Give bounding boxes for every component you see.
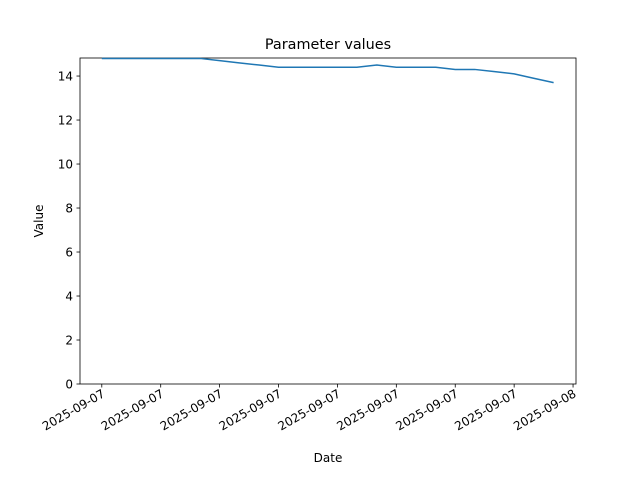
x-tick-label: 2025-09-07: [452, 386, 519, 433]
y-tick-label: 14: [58, 70, 73, 84]
y-tick-label: 0: [65, 378, 73, 392]
y-tick-label: 8: [65, 202, 73, 216]
y-tick-label: 12: [58, 114, 73, 128]
x-axis-label: Date: [314, 451, 343, 465]
x-tick-label: 2025-09-07: [276, 386, 343, 433]
x-tick-label: 2025-09-07: [158, 386, 225, 433]
line: [101, 57, 554, 84]
chart-title: Parameter values: [265, 37, 391, 53]
x-tick-label: 2025-09-07: [217, 386, 284, 433]
y-tick-label: 4: [65, 290, 73, 304]
y-axis-label: Value: [32, 205, 46, 238]
x-tick-label: 2025-09-07: [334, 386, 401, 433]
x-tick-label: 2025-09-07: [99, 386, 166, 433]
x-tick-label: 2025-09-08: [511, 386, 578, 433]
y-tick-label: 2: [65, 334, 73, 348]
plot-frame: [79, 57, 577, 385]
x-tick-label: 2025-09-07: [40, 386, 107, 433]
y-tick-label: 6: [65, 246, 73, 260]
x-tick-label: 2025-09-07: [393, 386, 460, 433]
y-tick-label: 10: [58, 158, 73, 172]
